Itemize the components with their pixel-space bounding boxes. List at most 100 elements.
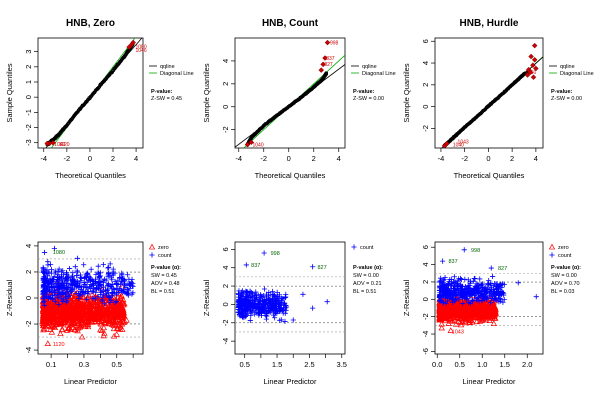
count-point (235, 290, 241, 297)
zero-point (436, 312, 443, 319)
x-tick-label: 0 (486, 154, 490, 163)
zero-point (64, 307, 71, 314)
point-label: 998 (471, 248, 480, 254)
annotation-text: Z-SW = 0.45 (151, 96, 182, 102)
y-tick-label: -4 (221, 338, 230, 345)
zero-point (114, 316, 121, 323)
count-point (44, 267, 50, 273)
zero-point (445, 320, 452, 326)
count-point (103, 291, 110, 297)
outlier-point (533, 65, 539, 72)
count-point (87, 275, 93, 281)
zero-point (70, 311, 77, 317)
outlier-point (524, 72, 531, 78)
zero-point (467, 310, 474, 317)
count-point (108, 275, 115, 281)
count-point (243, 262, 249, 268)
count-point (41, 249, 48, 256)
outlier-point (324, 39, 331, 46)
point-label: 837 (251, 263, 260, 269)
legend-swatch-count (351, 244, 357, 250)
count-point (117, 285, 123, 292)
zero-point (98, 302, 106, 309)
count-point (279, 296, 285, 302)
count-point (465, 277, 471, 283)
count-point (500, 290, 506, 296)
zero-point (117, 293, 124, 300)
zero-point (52, 312, 59, 319)
count-point (290, 317, 296, 323)
x-tick-label: -4 (235, 154, 242, 163)
count-point (272, 315, 278, 321)
zero-point (93, 306, 101, 313)
count-point (477, 276, 483, 282)
count-point (274, 308, 280, 314)
zero-point (482, 309, 490, 315)
x-tick-label: 2.0 (522, 360, 532, 369)
count-point (62, 286, 68, 292)
zero-point (117, 312, 124, 319)
zero-point (100, 332, 107, 339)
count-point (101, 301, 107, 307)
outlier-label: 1043 (458, 139, 469, 145)
x-tick-label: 4 (134, 154, 138, 163)
count-point (247, 288, 253, 294)
x-tick-label: 1.5 (272, 360, 282, 369)
zero-point (47, 323, 54, 330)
zero-point (490, 320, 498, 327)
zero-point (76, 322, 83, 329)
count-point (263, 316, 269, 322)
count-point (261, 250, 267, 256)
count-point (64, 269, 70, 276)
zero-point (452, 320, 460, 327)
count-point (470, 278, 476, 284)
count-point (283, 291, 289, 297)
count-point (440, 299, 446, 305)
count-point (453, 291, 459, 297)
count-point (53, 299, 59, 305)
zero-point (103, 295, 111, 302)
x-tick-label: 2 (510, 154, 514, 163)
legend-swatch-count (549, 252, 555, 258)
zero-point (80, 312, 88, 319)
zero-point (53, 306, 60, 313)
count-point (259, 293, 265, 299)
count-point (247, 317, 253, 324)
count-point (56, 292, 62, 298)
count-point (246, 292, 252, 298)
count-point (252, 305, 258, 312)
x-axis-label: Linear Predictor (64, 377, 117, 386)
count-point (97, 292, 103, 298)
y-tick-label: 4 (24, 244, 33, 248)
zero-point (488, 314, 496, 321)
x-tick-label: 2 (312, 154, 316, 163)
zero-point (90, 307, 97, 313)
count-point (461, 293, 467, 299)
count-point (41, 274, 47, 280)
count-point (265, 306, 271, 312)
count-point (112, 299, 118, 305)
zero-point (473, 318, 480, 325)
count-point (100, 288, 106, 294)
count-point (72, 279, 78, 285)
count-point (77, 289, 83, 295)
outlier-label: 1046 (136, 48, 147, 54)
count-point (256, 310, 262, 316)
x-tick-label: 4 (337, 154, 341, 163)
zero-point (45, 319, 52, 325)
x-tick-label: 4 (534, 154, 538, 163)
count-point (452, 297, 458, 303)
zero-point (64, 303, 71, 310)
x-tick-label: 1.5 (500, 360, 510, 369)
zero-point (67, 326, 74, 332)
zero-point (78, 301, 85, 307)
count-point (107, 283, 113, 290)
count-point (72, 264, 78, 270)
count-point (493, 283, 500, 290)
count-point (479, 281, 486, 287)
outlier-point (530, 74, 537, 80)
count-point (457, 275, 464, 282)
zero-point (482, 303, 489, 309)
count-point (84, 296, 90, 302)
y-tick-label: 2 (221, 284, 230, 288)
